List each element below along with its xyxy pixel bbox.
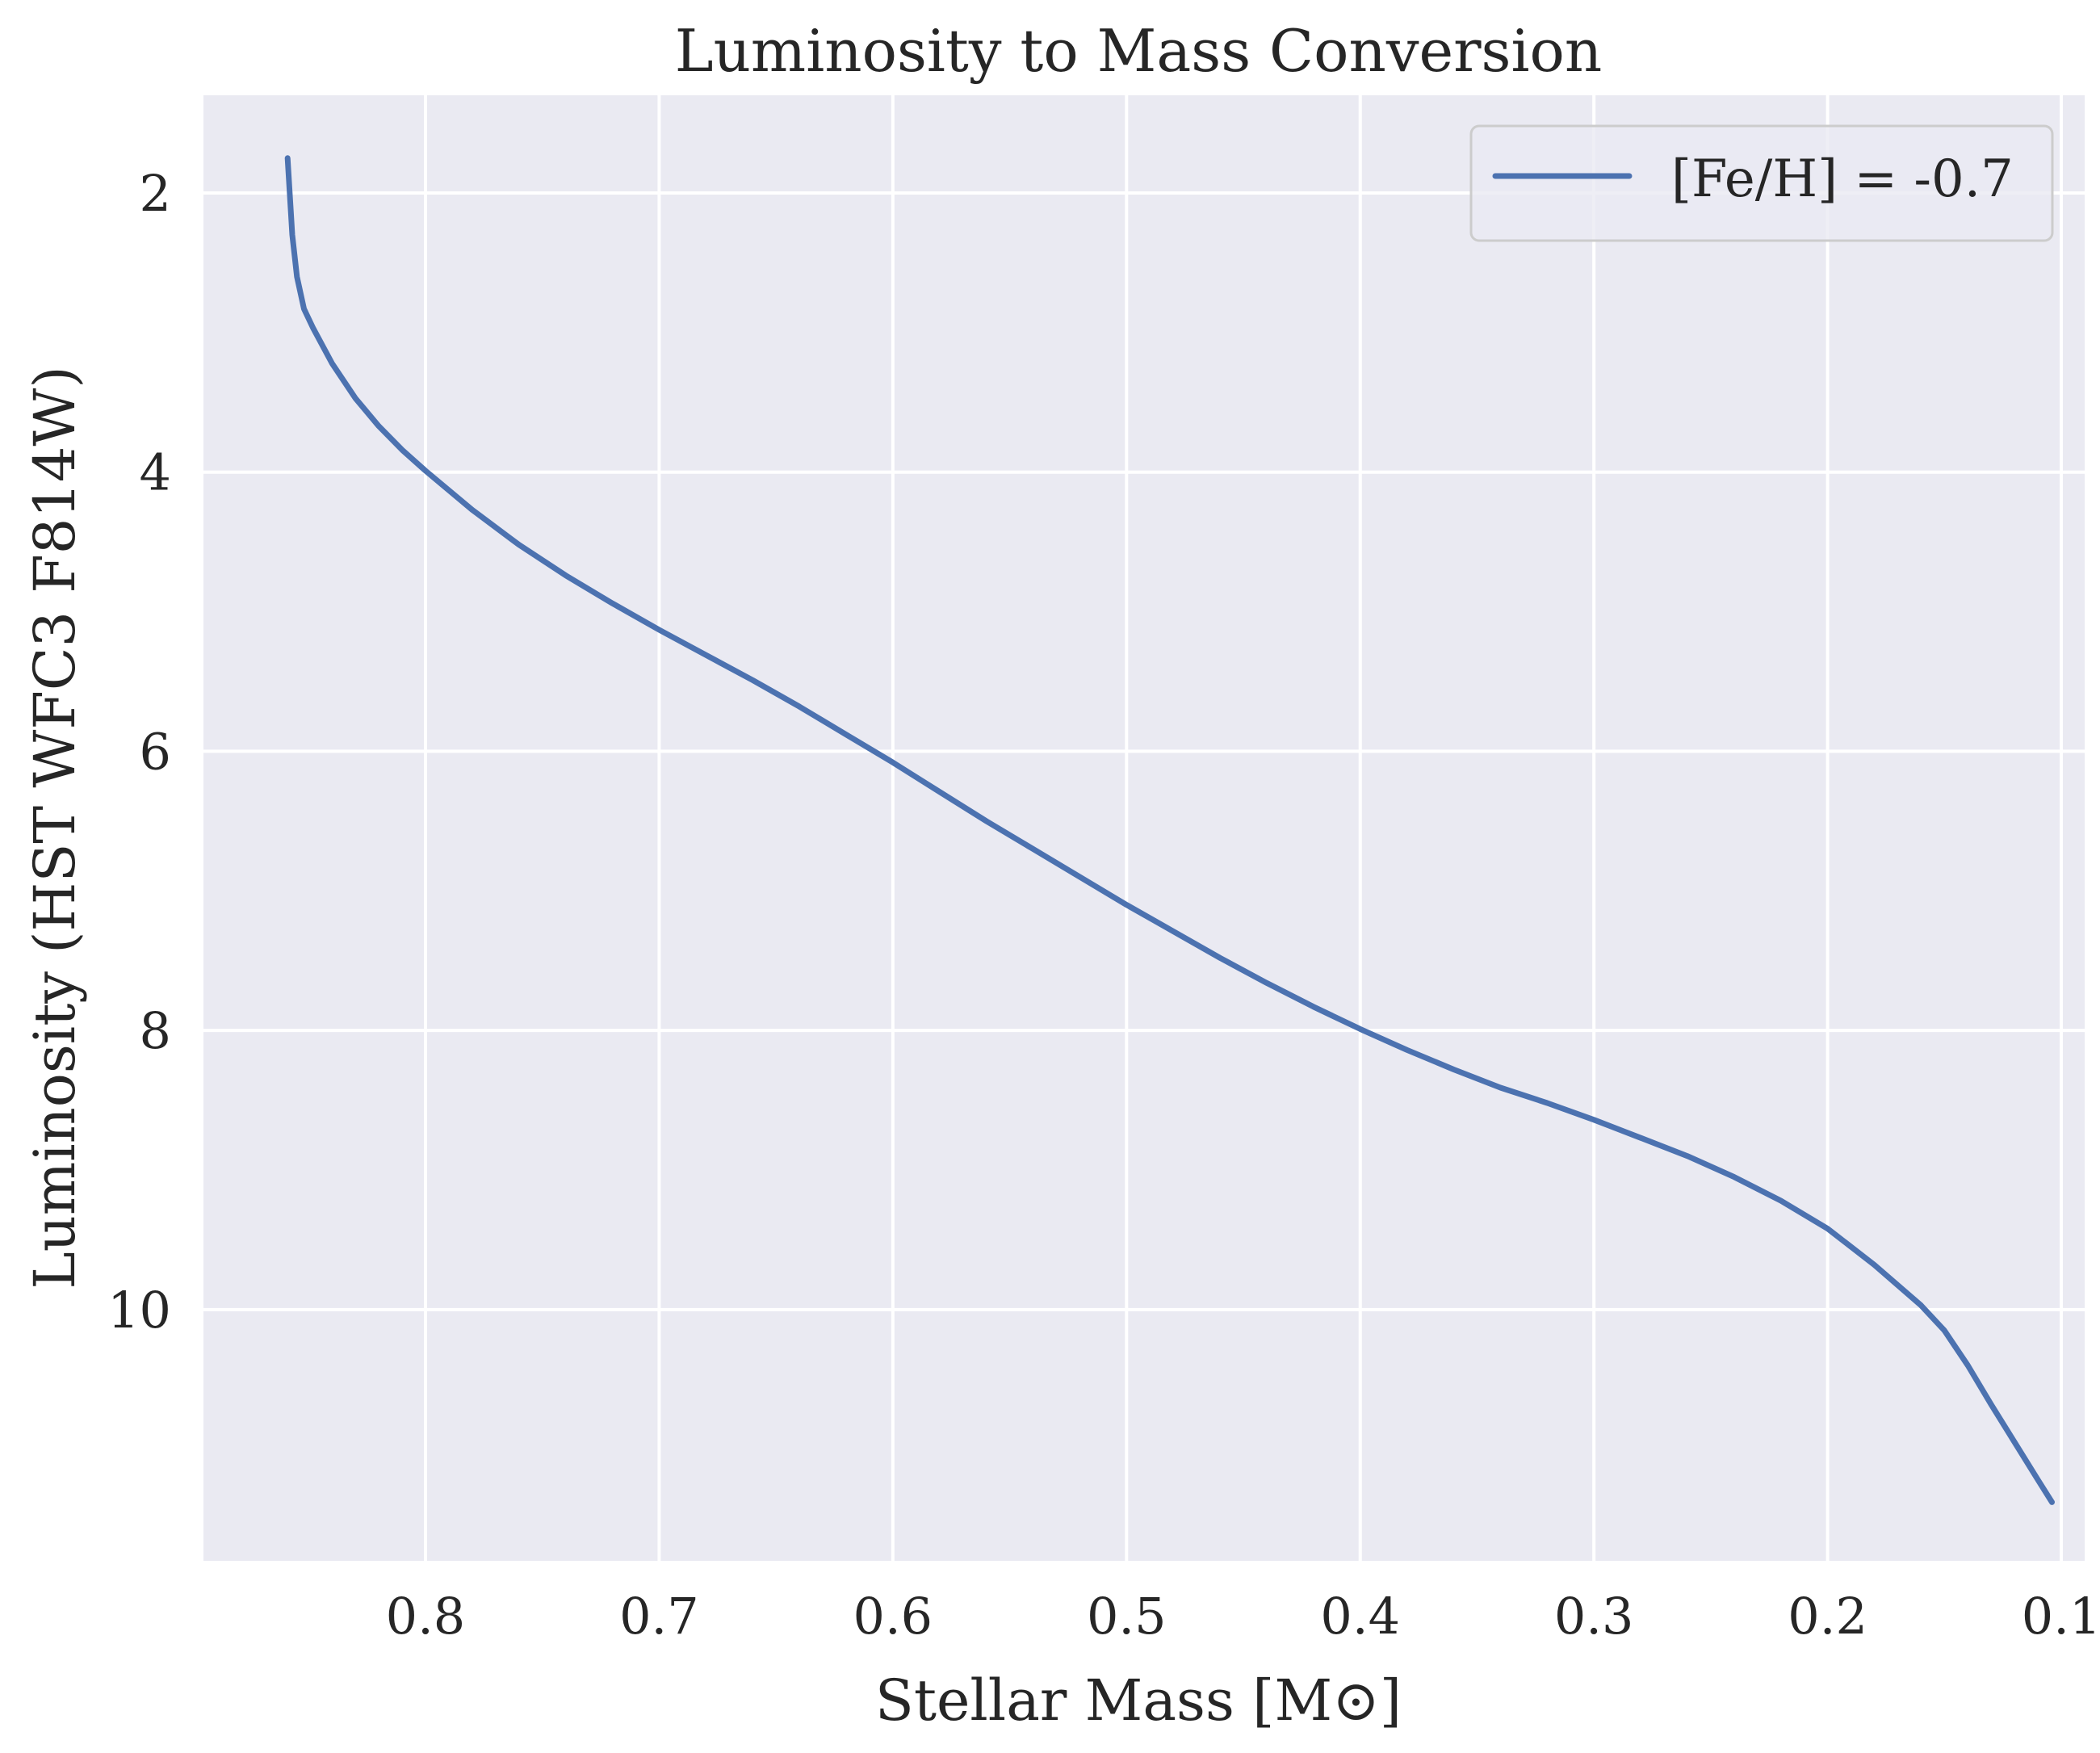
x-tick-label: 0.6 <box>853 1587 933 1646</box>
x-tick-label: 0.1 <box>2022 1587 2100 1646</box>
x-tick-labels: 0.8 0.7 0.6 0.5 0.4 0.3 0.2 0.1 <box>386 1587 2100 1646</box>
y-tick-label: 10 <box>107 1281 171 1340</box>
y-tick-label: 4 <box>140 443 171 502</box>
x-tick-label: 0.7 <box>619 1587 699 1646</box>
y-tick-label: 8 <box>140 1001 171 1060</box>
legend-label: [Fe/H] = -0.7 <box>1671 149 2014 209</box>
x-tick-label: 0.5 <box>1087 1587 1167 1646</box>
legend-box <box>1469 124 2054 242</box>
y-tick-label: 6 <box>140 722 171 781</box>
y-tick-label: 2 <box>140 164 171 223</box>
x-tick-label: 0.4 <box>1320 1587 1400 1646</box>
y-axis-label: Luminosity (HST WFC3 F814W) <box>22 366 88 1289</box>
data-series-line <box>284 155 2055 1505</box>
chart-title: Luminosity to Mass Conversion <box>675 17 1602 85</box>
y-tick-labels: 2 4 6 8 10 <box>107 164 171 1340</box>
plot-background <box>203 95 2085 1561</box>
legend: [Fe/H] = -0.7 <box>1469 124 2054 242</box>
x-axis-label: Stellar Mass [M⊙] <box>875 1667 1402 1734</box>
x-tick-label: 0.8 <box>386 1587 466 1646</box>
x-tick-label: 0.3 <box>1554 1587 1634 1646</box>
x-tick-label: 0.2 <box>1788 1587 1867 1646</box>
x-gridlines <box>423 95 2064 1561</box>
